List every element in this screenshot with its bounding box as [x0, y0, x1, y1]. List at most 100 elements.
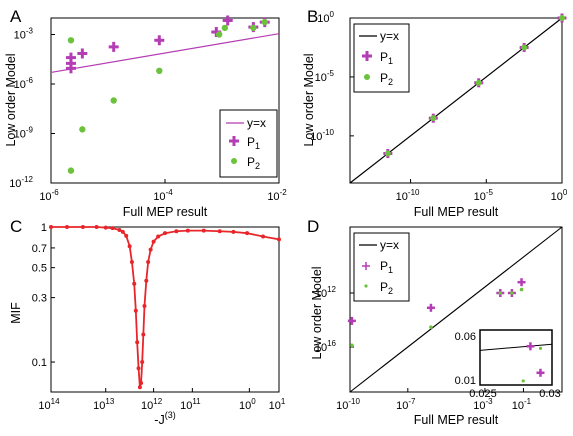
- p2-marker: [67, 167, 75, 174]
- mif-point: [49, 225, 53, 229]
- p2-marker: [430, 115, 437, 122]
- mif-point: [80, 225, 85, 229]
- p2-marker: [250, 24, 257, 32]
- mif-point: [217, 229, 222, 234]
- p2-marker: [429, 325, 433, 329]
- panel-c: C 1014 1013 1012 1011 100 101 0.1 0.3 0.5 0.7 1 -J…: [9, 217, 286, 427]
- legend-plus-swatch: [362, 262, 370, 270]
- x-tick-label: 100: [551, 188, 568, 203]
- mif-point: [132, 281, 137, 286]
- p2-marker: [384, 150, 391, 157]
- panel-c-ticks: 1014 1013 1012 1011 100 101 0.1 0.3 0.5 0.7 1: [32, 222, 286, 412]
- mif-point: [139, 380, 144, 385]
- y-tick-label: 10-6: [14, 76, 34, 91]
- legend-label-p1: P1: [380, 259, 393, 275]
- panel-d-yx-line: [349, 226, 563, 393]
- y-tick-label: 1012: [315, 285, 337, 300]
- mif-point: [156, 234, 161, 239]
- x-tick-label: 101: [269, 397, 286, 412]
- y-tick-label: 10-9: [14, 126, 34, 141]
- panel-b-ylabel: Low order Model: [302, 53, 316, 146]
- mif-point: [185, 228, 190, 233]
- panel-d-legend: y=x P1 P2: [353, 232, 410, 302]
- inset-xtick-label: 0.03: [539, 388, 560, 400]
- mif-point: [110, 226, 115, 231]
- panel-b-marks: [383, 13, 567, 159]
- legend-label-p1: P1: [380, 50, 393, 66]
- panel-b-yx-line: [349, 17, 563, 184]
- mif-point: [174, 229, 179, 234]
- legend-plus-swatch: [362, 51, 372, 61]
- panel-c-ylabel: MIF: [9, 302, 23, 324]
- x-tick-label: 1011: [180, 397, 201, 412]
- p2-marker: [350, 343, 354, 348]
- inset-p1-marker: [536, 368, 545, 377]
- y-tick-label: 10-5: [315, 69, 335, 84]
- p2-marker: [221, 24, 229, 32]
- p2-marker: [156, 67, 163, 75]
- legend-label-yx: y=x: [380, 29, 399, 43]
- p2-marker: [475, 79, 482, 86]
- panel-letter-d: D: [307, 217, 319, 236]
- legend-label-p2: P2: [247, 155, 260, 171]
- panel-b: B 10-10 10-5 100 10-10 10-5 100 Full MEP resu…: [302, 7, 568, 219]
- p2-marker: [521, 44, 528, 51]
- p1-marker: [154, 35, 165, 46]
- yx-line: [349, 226, 563, 393]
- panel-b-legend: y=x P1 P2: [353, 23, 410, 93]
- p1-marker: [517, 278, 526, 287]
- p2-marker: [67, 37, 75, 44]
- inset-p1-marker: [526, 342, 535, 351]
- inset-ytick-label: 0.01: [455, 375, 476, 387]
- mif-point: [133, 308, 138, 313]
- x-tick-label: 10-4: [153, 188, 173, 203]
- inset-marks: [479, 342, 553, 383]
- y-tick-label: 10-10: [310, 128, 334, 143]
- p1-marker: [77, 48, 88, 59]
- y-tick-label: 10-3: [14, 27, 34, 42]
- inset-yx-line: [479, 343, 553, 351]
- mif-point: [129, 260, 134, 265]
- mif-point: [261, 234, 266, 239]
- panel-a-xlabel: Full MEP result: [123, 205, 208, 219]
- mif-point: [146, 260, 151, 265]
- inset-xtick-label: 0.025: [469, 388, 497, 400]
- x-tick-label: 10-6: [39, 188, 59, 203]
- panel-d-axes: [349, 226, 563, 393]
- mif-point: [144, 278, 149, 283]
- panel-d-ylabel: Low order Model: [310, 266, 324, 359]
- mif-point: [277, 237, 281, 242]
- legend-label-p2: P2: [380, 71, 393, 87]
- y-tick-label: 0.3: [32, 293, 47, 305]
- mif-point: [163, 231, 167, 236]
- panel-letter-b: B: [307, 7, 318, 26]
- p2-marker: [110, 97, 117, 104]
- panel-a: A 10-6 10-4 10-2 10-12 10-9 10-6 10-3 Full MEP…: [4, 7, 287, 219]
- mif-point: [140, 360, 145, 365]
- mif-point: [117, 228, 122, 233]
- panel-c-marks: [49, 225, 281, 390]
- p2-marker: [498, 291, 503, 295]
- panel-a-ticks: 10-6 10-4 10-2 10-12 10-9 10-6 10-3: [9, 27, 287, 204]
- p1-marker: [108, 41, 119, 52]
- mif-point: [142, 304, 147, 309]
- panel-d-legend-box: [353, 232, 410, 302]
- panel-b-xlabel: Full MEP result: [414, 205, 499, 219]
- panel-d: D 10-10 10-7 10-3 10-1 1012 1016 Full MEP res…: [307, 217, 563, 427]
- p1-marker: [426, 303, 435, 312]
- mif-point: [151, 239, 156, 244]
- y-tick-label: 1016: [315, 339, 337, 354]
- inset-p2-marker: [521, 379, 525, 383]
- legend-label-p1: P1: [247, 135, 260, 151]
- y-tick-label: 100: [317, 10, 334, 25]
- legend-dot-swatch: [231, 158, 237, 164]
- p2-marker: [261, 18, 268, 26]
- panel-c-xlabel: -J(3): [154, 410, 175, 427]
- inset-p2-marker: [538, 346, 543, 350]
- x-tick-label: 10-3: [473, 397, 493, 412]
- legend-dot-swatch: [364, 74, 370, 80]
- mif-point: [124, 233, 129, 238]
- panel-a-ylabel: Low order Model: [4, 53, 18, 146]
- y-tick-label: 10-12: [9, 175, 33, 190]
- panel-a-marks: [65, 15, 270, 174]
